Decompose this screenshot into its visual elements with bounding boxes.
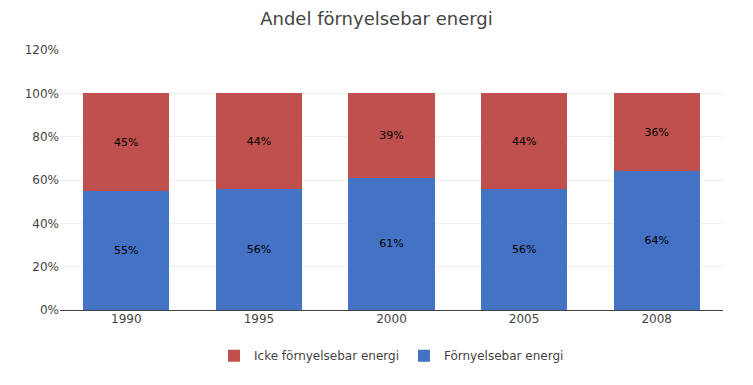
svg-text:20%: 20% [32,260,59,274]
svg-text:36%: 36% [644,126,668,139]
svg-text:80%: 80% [32,130,59,144]
svg-text:40%: 40% [32,217,59,231]
svg-text:56%: 56% [512,243,536,256]
svg-text:56%: 56% [247,243,271,256]
svg-text:2000: 2000 [376,312,407,326]
svg-text:2005: 2005 [509,312,540,326]
svg-text:64%: 64% [644,234,668,247]
svg-text:44%: 44% [247,135,271,148]
svg-text:60%: 60% [32,173,59,187]
svg-text:120%: 120% [25,43,59,57]
svg-text:61%: 61% [379,237,403,250]
svg-text:1995: 1995 [244,312,275,326]
svg-text:45%: 45% [114,136,138,149]
svg-text:0%: 0% [40,303,59,317]
svg-text:Förnyelsebar energi: Förnyelsebar energi [444,349,563,363]
svg-text:1990: 1990 [111,312,142,326]
svg-text:39%: 39% [379,129,403,142]
svg-text:Icke förnyelsebar energi: Icke förnyelsebar energi [254,349,399,363]
svg-text:44%: 44% [512,135,536,148]
svg-text:100%: 100% [25,87,59,101]
svg-text:55%: 55% [114,244,138,257]
svg-text:Andel förnyelsebar energi: Andel förnyelsebar energi [260,8,493,29]
svg-text:2008: 2008 [641,312,672,326]
